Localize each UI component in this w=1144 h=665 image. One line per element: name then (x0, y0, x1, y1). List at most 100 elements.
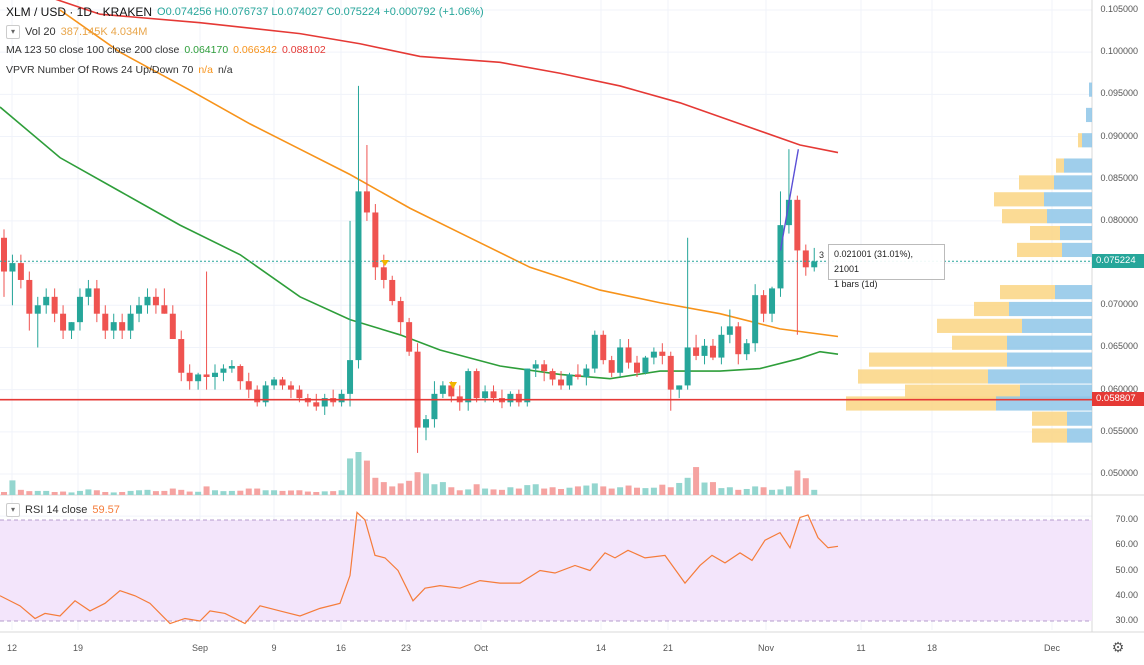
vpvr-name[interactable]: VPVR Number Of Rows 24 Up/Down 70 (6, 64, 194, 76)
volume-bar (498, 489, 505, 495)
volume-bar (566, 487, 573, 495)
volume-bar (26, 491, 33, 495)
ma200-line (55, 0, 839, 154)
volume-bar (389, 486, 396, 495)
price-tick-label: 0.050000 (1100, 468, 1138, 478)
volume-profile-down (994, 192, 1044, 207)
volume-bar (136, 490, 143, 495)
candle-body (76, 296, 83, 323)
volume-bar (9, 480, 16, 495)
volume-bar (43, 490, 50, 495)
moving-averages (0, 0, 839, 380)
volume-profile-up (1082, 133, 1092, 148)
candle-body (701, 345, 708, 356)
time-tick-label: 12 (6, 643, 18, 653)
candle-body (574, 374, 581, 377)
candle-body (296, 389, 303, 399)
time-tick-label: Nov (757, 643, 775, 653)
volume-bar (507, 487, 514, 495)
volume-bar (650, 487, 657, 495)
candle-body (482, 391, 489, 399)
candle-body (212, 372, 218, 377)
ma100-line (59, 9, 839, 338)
volume-bar (245, 488, 252, 495)
volume-bar (625, 485, 632, 495)
time-tick-label: 11 (856, 643, 866, 653)
rsi-legend: ▾ RSI 14 close 59.57 (6, 503, 120, 517)
volume-bar (802, 478, 809, 495)
volume-bar (693, 467, 700, 495)
volume-bar (203, 486, 210, 495)
rsi-pane (0, 511, 1092, 625)
candle-body (448, 385, 455, 397)
candle-body (693, 347, 700, 356)
candle-body (152, 296, 159, 306)
volume-bar (532, 484, 539, 495)
volume-profile-up (1009, 301, 1092, 317)
volume-bar (431, 484, 438, 495)
volume-bar (549, 487, 556, 495)
candle-body (380, 267, 387, 280)
candle-body (735, 326, 742, 355)
support-price-tag: 0.058807 (1092, 392, 1144, 406)
candle-body (777, 225, 784, 289)
rsi-tick-label: 40.00 (1115, 589, 1138, 600)
vpvr-value-1: n/a (198, 64, 213, 76)
collapse-icon[interactable]: ▾ (6, 503, 20, 517)
ma-name[interactable]: MA 123 50 close 100 close 200 close (6, 44, 180, 56)
vpvr-legend: VPVR Number Of Rows 24 Up/Down 70 n/a n/… (6, 64, 233, 76)
volume-profile-down (846, 396, 996, 411)
rsi-name[interactable]: RSI 14 close (25, 504, 88, 516)
candle-body (237, 366, 244, 382)
candle-body (726, 326, 733, 335)
price-tick-label: 0.080000 (1100, 214, 1138, 225)
collapse-icon[interactable]: ▾ (6, 25, 20, 39)
time-tick-label: Dec (1043, 643, 1061, 653)
volume-profile-up (1086, 107, 1092, 123)
volume-bar (642, 488, 649, 495)
price-tick-label: 0.090000 (1100, 130, 1138, 141)
volume-bar (60, 491, 67, 495)
volume-profile-down (1017, 242, 1062, 258)
candle-body (321, 398, 328, 407)
down-arrow-marker (449, 382, 457, 389)
time-tick-label: Oct (473, 643, 489, 653)
candle-body (414, 351, 421, 428)
volume-bar (684, 477, 691, 495)
volume-profile-down (1000, 285, 1055, 300)
symbol-legend: XLM / USD · 1D · KRAKEN O0.074256 H0.076… (6, 5, 484, 19)
candle-body (743, 343, 750, 355)
volume-bar (85, 489, 92, 495)
price-tick-label: 0.055000 (1100, 425, 1138, 436)
volume-bar (448, 487, 455, 495)
rsi-tick-label: 70.00 (1115, 514, 1138, 524)
candle-body (363, 191, 370, 213)
volume-profile-down (905, 384, 1020, 399)
candle-body (254, 389, 261, 403)
time-tick-label: Sep (191, 643, 209, 653)
volume-bar (237, 490, 244, 495)
volume-profile-down (1019, 175, 1054, 190)
ohlc-values: O0.074256 H0.076737 L0.074027 C0.075224 … (157, 6, 484, 18)
candle-body (110, 322, 117, 331)
volume-profile-down (952, 335, 1007, 350)
volume-bar (574, 486, 581, 495)
volume-bar (659, 484, 666, 495)
symbol-title[interactable]: XLM / USD · 1D · KRAKEN (6, 5, 153, 19)
candle-body (119, 322, 126, 331)
volume-bar (583, 485, 590, 495)
candle-body (85, 288, 92, 297)
volume-bar (51, 491, 58, 495)
volume-profile-up (996, 396, 1092, 411)
volume-bar (93, 490, 100, 495)
candle-body (515, 393, 522, 403)
rsi-tick-label: 30.00 (1115, 615, 1138, 625)
volume-bar (1, 491, 7, 495)
volume-profile-up (1047, 209, 1092, 224)
settings-gear-icon[interactable]: ⚙ (1111, 639, 1125, 655)
vol-name[interactable]: Vol 20 (25, 26, 56, 38)
candle-body (642, 357, 649, 373)
vpvr-value-2: n/a (217, 64, 233, 76)
measure-tooltip: 0.021001 (31.01%), 21001 1 bars (1d) (828, 244, 945, 289)
